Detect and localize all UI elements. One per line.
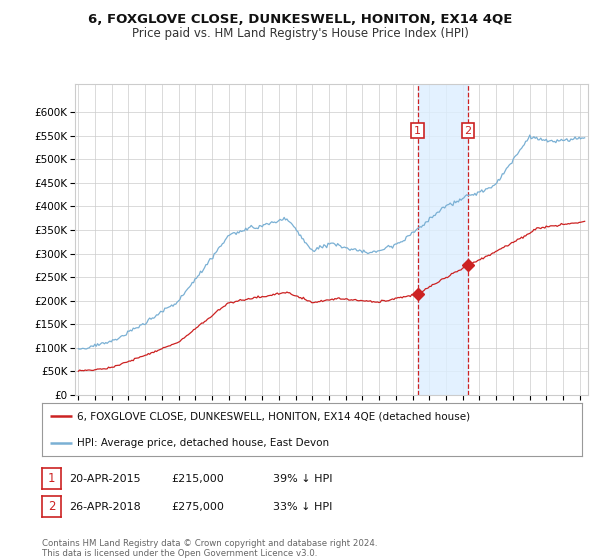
Text: Price paid vs. HM Land Registry's House Price Index (HPI): Price paid vs. HM Land Registry's House … — [131, 27, 469, 40]
Text: HPI: Average price, detached house, East Devon: HPI: Average price, detached house, East… — [77, 438, 329, 448]
Text: 26-APR-2018: 26-APR-2018 — [69, 502, 141, 512]
Text: 6, FOXGLOVE CLOSE, DUNKESWELL, HONITON, EX14 4QE (detached house): 6, FOXGLOVE CLOSE, DUNKESWELL, HONITON, … — [77, 412, 470, 422]
Text: Contains HM Land Registry data © Crown copyright and database right 2024.
This d: Contains HM Land Registry data © Crown c… — [42, 539, 377, 558]
Text: 1: 1 — [414, 125, 421, 136]
Text: 20-APR-2015: 20-APR-2015 — [69, 474, 140, 484]
Text: 2: 2 — [48, 500, 55, 514]
Text: £275,000: £275,000 — [171, 502, 224, 512]
Text: 33% ↓ HPI: 33% ↓ HPI — [273, 502, 332, 512]
Text: 6, FOXGLOVE CLOSE, DUNKESWELL, HONITON, EX14 4QE: 6, FOXGLOVE CLOSE, DUNKESWELL, HONITON, … — [88, 13, 512, 26]
Text: 39% ↓ HPI: 39% ↓ HPI — [273, 474, 332, 484]
Text: £215,000: £215,000 — [171, 474, 224, 484]
Text: 2: 2 — [464, 125, 472, 136]
Text: 1: 1 — [48, 472, 55, 486]
Bar — [418, 84, 468, 395]
